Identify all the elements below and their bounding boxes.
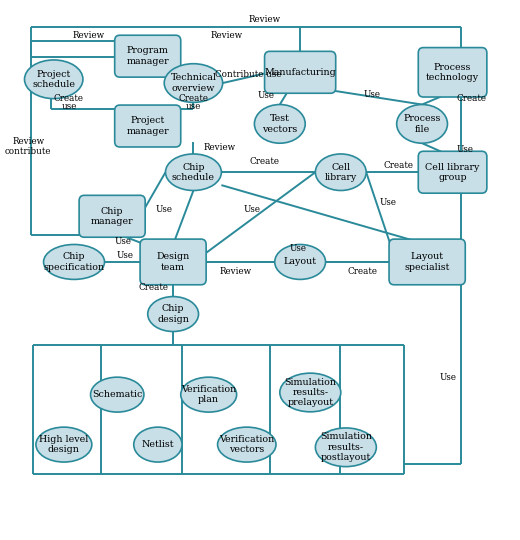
Ellipse shape	[90, 377, 144, 412]
Text: Project
manager: Project manager	[126, 116, 169, 136]
Text: Test
vectors: Test vectors	[262, 114, 297, 133]
FancyBboxPatch shape	[115, 105, 181, 147]
Text: Cell
library: Cell library	[324, 163, 357, 182]
Ellipse shape	[316, 428, 376, 467]
Text: Program
manager: Program manager	[126, 46, 169, 66]
Text: Chip
manager: Chip manager	[91, 207, 134, 226]
Text: Create: Create	[348, 267, 378, 276]
Ellipse shape	[164, 64, 223, 103]
Text: Use: Use	[289, 244, 306, 253]
Text: Create: Create	[250, 157, 280, 166]
FancyBboxPatch shape	[418, 151, 487, 193]
Text: Design
team: Design team	[157, 252, 190, 272]
FancyBboxPatch shape	[265, 51, 336, 93]
FancyBboxPatch shape	[115, 35, 181, 77]
Text: Process
file: Process file	[404, 114, 441, 133]
Text: Create: Create	[178, 94, 209, 103]
Text: Chip
specification: Chip specification	[44, 252, 105, 272]
FancyBboxPatch shape	[389, 239, 465, 285]
Text: Review: Review	[73, 31, 105, 40]
Text: Use: Use	[363, 90, 381, 99]
Ellipse shape	[134, 427, 182, 462]
Text: Manufacturing: Manufacturing	[264, 68, 336, 77]
Ellipse shape	[254, 105, 305, 143]
Text: High level
design: High level design	[39, 435, 88, 454]
Text: Simulation
results-
postlayout: Simulation results- postlayout	[320, 433, 372, 462]
Text: Contribute use: Contribute use	[215, 71, 281, 79]
Text: Create: Create	[138, 284, 168, 293]
Text: Review: Review	[249, 15, 281, 24]
Ellipse shape	[280, 373, 341, 412]
Ellipse shape	[24, 60, 83, 99]
Text: Use: Use	[258, 91, 275, 100]
Ellipse shape	[316, 154, 366, 191]
Text: Create: Create	[457, 93, 487, 103]
Text: use: use	[186, 102, 201, 111]
Text: Use: Use	[243, 205, 261, 214]
Text: Use: Use	[380, 198, 397, 207]
Text: Project
schedule: Project schedule	[32, 70, 75, 89]
Text: Use: Use	[115, 237, 132, 246]
Ellipse shape	[148, 296, 199, 332]
Ellipse shape	[165, 154, 222, 191]
Text: Simulation
results-
prelayout: Simulation results- prelayout	[284, 377, 336, 407]
Text: Review
contribute: Review contribute	[5, 137, 51, 156]
Text: Use: Use	[457, 145, 474, 154]
Text: Review: Review	[219, 267, 252, 276]
Ellipse shape	[44, 245, 105, 279]
Ellipse shape	[36, 427, 92, 462]
Text: Create: Create	[383, 161, 413, 170]
Text: Chip
schedule: Chip schedule	[172, 163, 215, 182]
Text: Chip
design: Chip design	[157, 305, 189, 324]
Text: Netlist: Netlist	[141, 440, 174, 449]
Text: Layout: Layout	[283, 258, 317, 266]
Text: Cell library
group: Cell library group	[425, 163, 480, 182]
Text: Verification
plan: Verification plan	[181, 385, 236, 404]
Text: Create: Create	[54, 94, 84, 103]
Ellipse shape	[275, 245, 326, 279]
FancyBboxPatch shape	[79, 195, 145, 237]
Text: Technical
overview: Technical overview	[171, 73, 216, 93]
Text: Verification
vectors: Verification vectors	[219, 435, 275, 454]
Text: Schematic: Schematic	[92, 390, 142, 399]
Ellipse shape	[217, 427, 276, 462]
FancyBboxPatch shape	[418, 48, 487, 97]
Ellipse shape	[397, 105, 448, 143]
Text: Use: Use	[116, 251, 133, 260]
Text: Process
technology: Process technology	[426, 63, 479, 82]
Text: Use: Use	[155, 205, 172, 214]
Text: Review: Review	[204, 143, 236, 152]
Ellipse shape	[181, 377, 237, 412]
Text: Use: Use	[439, 373, 457, 382]
Text: Layout
specialist: Layout specialist	[405, 252, 450, 272]
FancyBboxPatch shape	[140, 239, 206, 285]
Text: Review: Review	[211, 31, 242, 40]
Text: use: use	[61, 102, 76, 111]
